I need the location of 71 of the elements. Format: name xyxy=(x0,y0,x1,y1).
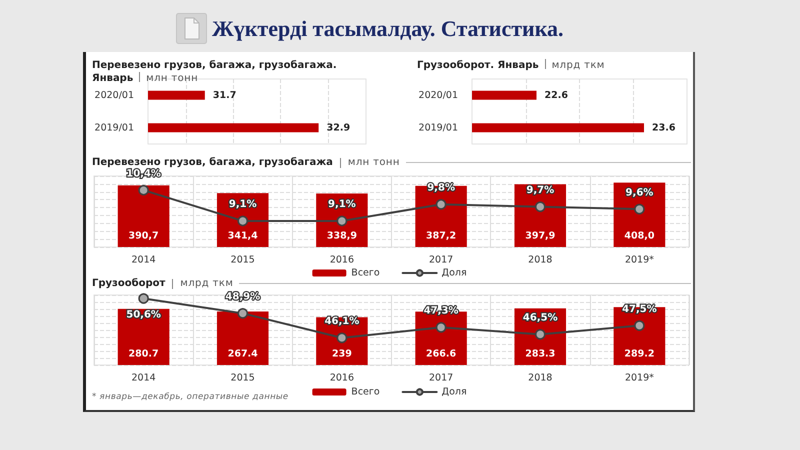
data-label: 46,5% xyxy=(522,312,558,324)
point xyxy=(336,216,348,226)
data-label: 239 xyxy=(332,348,352,360)
point xyxy=(237,308,248,319)
data-label: 341,4 xyxy=(228,230,258,242)
x-tick-label: 2016 xyxy=(330,254,354,266)
x-tick-label: 2019* xyxy=(624,254,654,266)
legend-label: Доля xyxy=(442,386,467,398)
data-label: 50,6% xyxy=(126,309,161,320)
y-tick-label: 2020/01 xyxy=(418,90,458,101)
data-label: 408,0 xyxy=(624,230,655,242)
data-label: 9,8% xyxy=(427,182,455,194)
data-label: 266.6 xyxy=(426,348,456,360)
data-label: 283.3 xyxy=(525,348,556,360)
chart-subtitle: млрд ткм xyxy=(180,277,234,290)
data-label: 289.2 xyxy=(624,348,654,360)
text: * январь—декабрь, оперативные данные xyxy=(92,392,288,402)
data-label: 390,7 xyxy=(128,230,159,242)
point xyxy=(634,320,645,331)
y-tick-label: 2019/01 xyxy=(418,122,458,134)
data-label: 9,6% xyxy=(626,187,654,198)
data-label: 9,1% xyxy=(328,199,356,210)
chart-title: Грузооборот. Январь xyxy=(417,60,539,71)
point xyxy=(237,216,248,226)
x-tick-label: 2014 xyxy=(131,372,156,384)
legend-label: Доля xyxy=(442,268,467,278)
data-label: 9,7% xyxy=(526,184,554,196)
data-label: 47,3% xyxy=(424,306,458,317)
x-tick-label: 2018 xyxy=(528,372,552,384)
bar xyxy=(118,185,170,247)
point xyxy=(436,322,446,333)
data-label: 47,5% xyxy=(622,304,657,315)
data-label: 48,9% xyxy=(225,292,260,303)
text: Жүктерді тасымалдау. Статистика. xyxy=(212,16,564,42)
data-label: 387,2 xyxy=(426,230,456,242)
point xyxy=(336,332,348,344)
data-label: 32.9 xyxy=(326,122,350,134)
x-tick-label: 2014 xyxy=(131,254,156,266)
x-tick-label: 2015 xyxy=(230,254,255,266)
data-label: 280.7 xyxy=(128,348,159,360)
data-label: 46,1% xyxy=(324,316,360,328)
y-tick-label: 2019/01 xyxy=(94,122,134,134)
x-tick-label: 2016 xyxy=(330,372,354,384)
x-tick-label: 2017 xyxy=(428,254,454,266)
point xyxy=(138,184,149,196)
x-tick-label: 2017 xyxy=(428,372,454,384)
chart-title: Перевезено грузов, багажа, грузобагажа xyxy=(92,156,333,168)
data-label: 23.6 xyxy=(652,122,676,134)
x-tick-label: 2015 xyxy=(230,372,255,384)
point xyxy=(534,329,546,340)
y-tick-label: 2020/01 xyxy=(94,90,134,101)
data-label: 22.6 xyxy=(544,90,568,101)
data-label: 397,9 xyxy=(525,230,556,242)
data-label: 9,1% xyxy=(228,199,257,210)
point xyxy=(436,199,446,210)
data-label: 267.4 xyxy=(228,348,258,360)
data-label: 10,4% xyxy=(126,168,161,180)
data-label: 31.7 xyxy=(212,90,236,101)
chart-subtitle: млн тонн xyxy=(348,156,400,169)
x-tick-label: 2018 xyxy=(528,254,552,266)
chart-subtitle: млн тонн xyxy=(146,73,198,84)
bar xyxy=(216,312,269,365)
point xyxy=(534,201,546,212)
point xyxy=(138,293,149,304)
legend-label: Всего xyxy=(351,268,380,278)
chart-subtitle: млрд ткм xyxy=(552,60,605,71)
x-tick-label: 2019* xyxy=(624,372,654,384)
data-label: 338,9 xyxy=(326,230,357,242)
chart-title: Грузооборот xyxy=(92,277,166,290)
point xyxy=(634,204,645,214)
legend-label: Всего xyxy=(351,386,380,398)
